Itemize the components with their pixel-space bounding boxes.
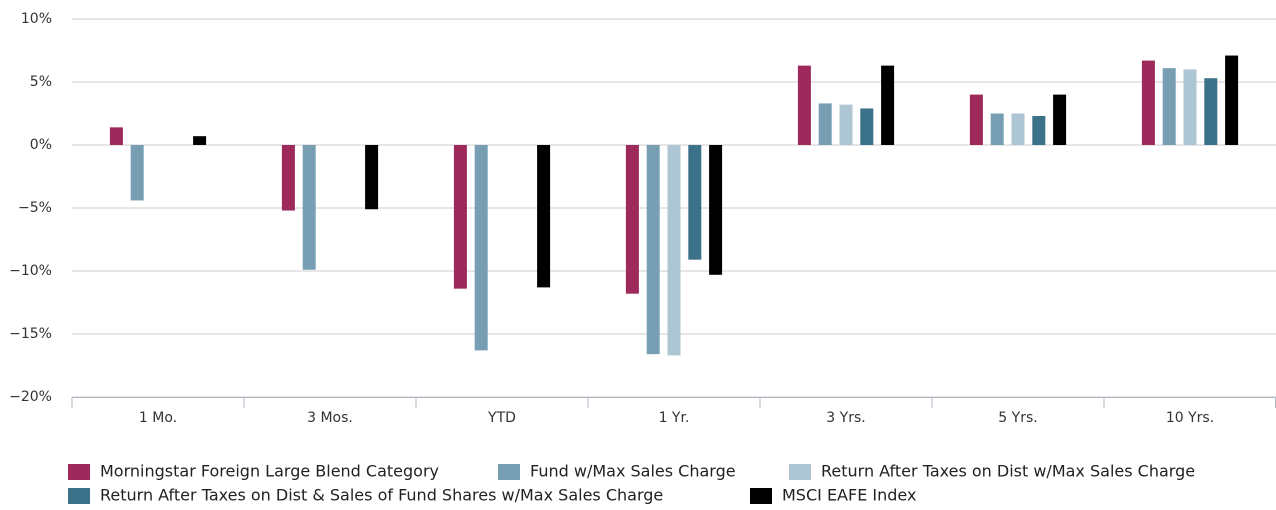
legend-label: MSCI EAFE Index: [782, 486, 916, 505]
bar: [667, 145, 681, 356]
bar: [1225, 55, 1239, 145]
x-tick-label: YTD: [487, 410, 516, 426]
bar: [839, 104, 853, 145]
legend-swatch: [68, 464, 90, 480]
legend-swatch: [498, 464, 520, 480]
legend-swatch: [750, 488, 772, 504]
bar: [709, 145, 723, 275]
bar: [109, 127, 123, 145]
bar: [1141, 60, 1155, 145]
y-tick-label: −20%: [9, 389, 52, 405]
y-tick-label: −15%: [9, 326, 52, 342]
y-tick-label: −5%: [18, 200, 52, 216]
bar: [969, 94, 983, 145]
bar: [193, 136, 207, 145]
x-tick-label: 10 Yrs.: [1166, 410, 1214, 426]
bar: [537, 145, 551, 288]
bar: [130, 145, 144, 201]
bar: [453, 145, 467, 289]
x-tick-label: 5 Yrs.: [998, 410, 1037, 426]
bar: [1032, 116, 1046, 145]
legend-swatch: [68, 488, 90, 504]
bar: [688, 145, 702, 260]
bar: [365, 145, 379, 210]
bar: [1011, 113, 1025, 145]
legend-swatch: [789, 464, 811, 480]
bar: [797, 65, 811, 145]
bar: [1183, 69, 1197, 145]
bar: [646, 145, 660, 355]
legend-label: Morningstar Foreign Large Blend Category: [100, 462, 439, 481]
y-tick-label: 5%: [30, 74, 52, 90]
legend-label: Return After Taxes on Dist w/Max Sales C…: [821, 462, 1195, 481]
x-tick-label: 1 Mo.: [139, 410, 177, 426]
bar: [625, 145, 639, 294]
bar: [1053, 94, 1067, 145]
bar: [881, 65, 895, 145]
legend-label: Fund w/Max Sales Charge: [530, 462, 736, 481]
bar: [302, 145, 316, 270]
bar: [990, 113, 1004, 145]
bar: [1204, 78, 1218, 145]
y-tick-label: 0%: [30, 137, 52, 153]
bar: [860, 108, 874, 145]
y-tick-label: 10%: [21, 11, 52, 27]
bar: [474, 145, 488, 351]
y-tick-label: −10%: [9, 263, 52, 279]
bar: [818, 103, 832, 145]
bar: [1162, 68, 1176, 145]
x-tick-label: 3 Yrs.: [826, 410, 865, 426]
legend-label: Return After Taxes on Dist & Sales of Fu…: [100, 486, 663, 505]
x-tick-label: 1 Yr.: [659, 410, 690, 426]
x-tick-label: 3 Mos.: [307, 410, 353, 426]
bar: [281, 145, 295, 211]
